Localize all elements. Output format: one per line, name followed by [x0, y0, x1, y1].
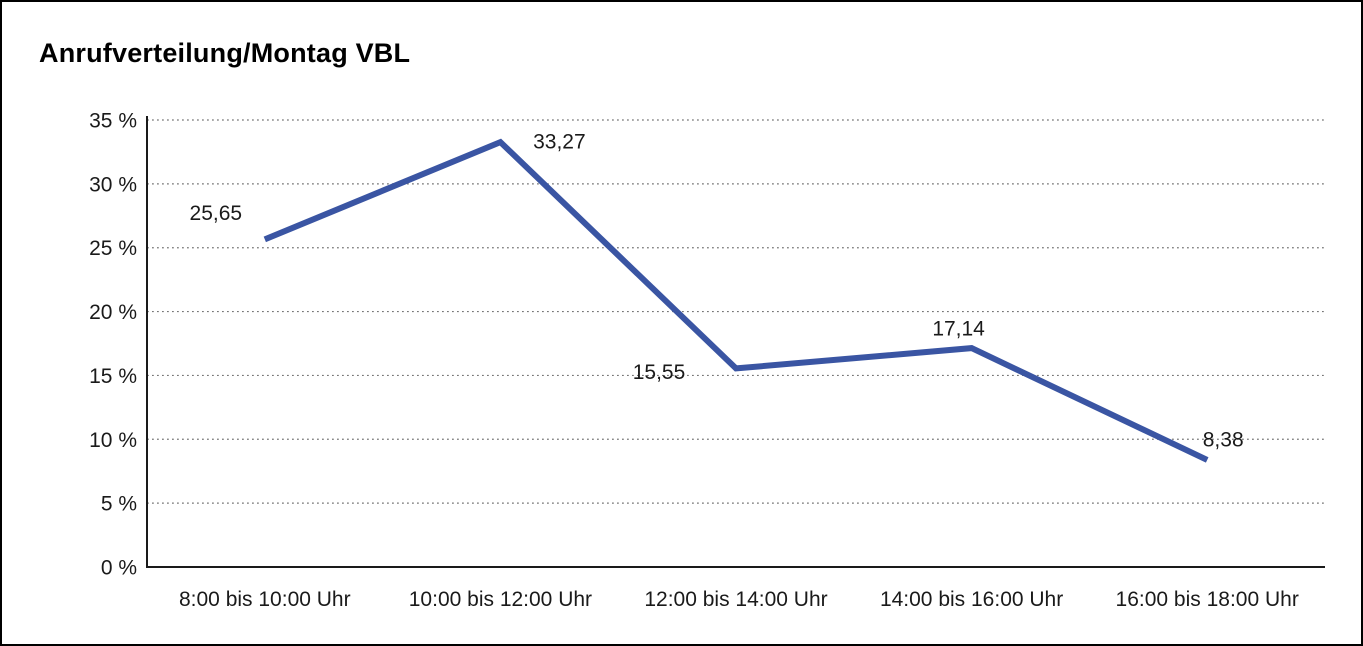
- y-tick-label: 5 %: [101, 493, 137, 516]
- y-tick-label: 15 %: [89, 365, 137, 388]
- data-label: 17,14: [932, 318, 985, 341]
- y-tick-label: 35 %: [89, 110, 137, 133]
- y-tick-label: 10 %: [89, 429, 137, 452]
- y-tick-label: 0 %: [101, 557, 137, 580]
- data-label: 25,65: [190, 202, 243, 225]
- y-tick-label: 20 %: [89, 301, 137, 324]
- data-label: 15,55: [633, 361, 686, 384]
- data-label: 33,27: [533, 131, 586, 154]
- x-tick-label: 16:00 bis 18:00 Uhr: [1116, 588, 1299, 611]
- series-line: [263, 138, 1209, 463]
- x-tick-label: 10:00 bis 12:00 Uhr: [409, 588, 592, 611]
- data-label: 8,38: [1203, 428, 1244, 451]
- y-tick-label: 30 %: [89, 173, 137, 196]
- y-tick-label: 25 %: [89, 237, 137, 260]
- chart-title: Anrufverteilung/Montag VBL: [39, 38, 411, 68]
- x-tick-label: 8:00 bis 10:00 Uhr: [179, 588, 351, 611]
- x-tick-label: 12:00 bis 14:00 Uhr: [644, 588, 827, 611]
- x-tick-label: 14:00 bis 16:00 Uhr: [880, 588, 1063, 611]
